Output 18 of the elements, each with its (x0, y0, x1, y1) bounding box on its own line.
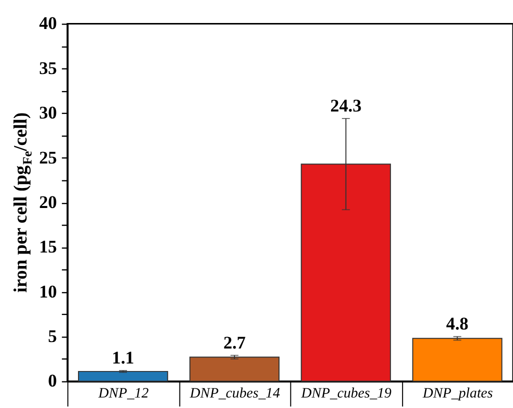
y-tick-label: 40 (39, 13, 58, 34)
x-tick-label: DNP_cubes_19 (300, 386, 392, 402)
x-tick-label: DNP_12 (97, 386, 149, 402)
y-tick-label: 10 (39, 281, 58, 302)
data-label: 24.3 (330, 96, 362, 116)
x-tick-label: DNP_plates (422, 386, 494, 402)
y-tick-label: 5 (48, 326, 58, 346)
data-label: 4.8 (446, 314, 469, 334)
y-tick-label: 0 (48, 370, 58, 391)
data-label: 1.1 (112, 348, 134, 368)
y-tick-label: 30 (39, 102, 58, 123)
y-tick-label: 20 (39, 192, 58, 212)
y-tick-label: 35 (39, 58, 58, 78)
data-label: 2.7 (223, 332, 246, 352)
y-tick-label: 25 (39, 147, 58, 168)
y-axis-title: iron per cell (pgFe/cell) (10, 112, 35, 293)
x-tick-label: DNP_cubes_14 (188, 386, 280, 402)
y-tick-label: 15 (39, 236, 58, 257)
